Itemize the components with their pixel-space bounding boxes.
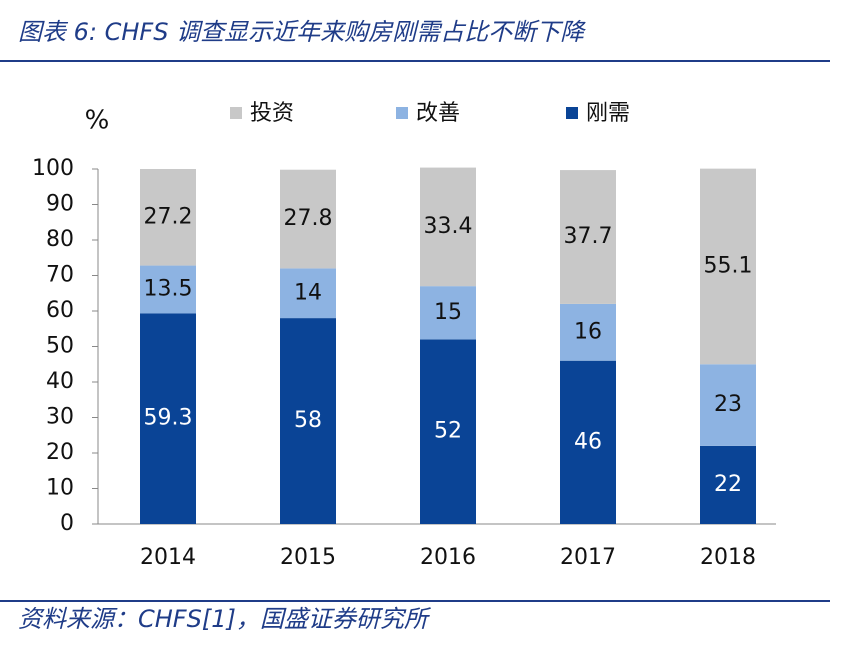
x-tick-label: 2015 — [280, 545, 336, 570]
value-label: 27.2 — [144, 204, 193, 229]
bar-segment — [420, 339, 476, 524]
y-tick-label: 10 — [46, 476, 74, 501]
legend-swatch — [230, 107, 242, 119]
value-label: 52 — [434, 419, 462, 444]
bar-segment — [280, 169, 336, 269]
y-tick-label: 70 — [46, 263, 74, 288]
value-label: 58 — [294, 408, 322, 433]
y-tick-label: 20 — [46, 440, 74, 465]
bar-segment — [140, 265, 196, 314]
bar-segment — [700, 445, 756, 524]
bar-segment — [560, 170, 616, 304]
bar-segment — [280, 268, 336, 319]
x-tick-label: 2016 — [420, 545, 476, 570]
value-label: 23 — [714, 392, 742, 417]
value-label: 46 — [574, 429, 602, 454]
value-label: 33.4 — [424, 214, 473, 239]
x-tick-label: 2018 — [700, 545, 756, 570]
x-tick-label: 2017 — [560, 545, 616, 570]
legend-swatch — [566, 107, 578, 119]
y-axis-label: % — [85, 106, 110, 136]
y-tick-label: 50 — [46, 334, 74, 359]
y-tick-label: 80 — [46, 227, 74, 252]
y-tick-label: 0 — [60, 511, 74, 536]
bar-segment — [560, 360, 616, 524]
bar-segment — [560, 303, 616, 361]
value-label: 59.3 — [144, 406, 193, 431]
bar-segment — [140, 313, 196, 524]
value-label: 22 — [714, 472, 742, 497]
y-tick-label: 40 — [46, 369, 74, 394]
source-note: 资料来源：CHFS[1]，国盛证券研究所 — [18, 605, 432, 633]
x-tick-label: 2014 — [140, 545, 196, 570]
bar-segment — [420, 286, 476, 340]
legend-label: 刚需 — [586, 101, 630, 126]
value-label: 14 — [294, 280, 322, 305]
page-title: 图表 6: CHFS 调查显示近年来购房刚需占比不断下降 — [18, 18, 586, 46]
bar-segment — [700, 364, 756, 446]
value-label: 15 — [434, 300, 462, 325]
y-tick-label: 30 — [46, 405, 74, 430]
y-tick-label: 100 — [32, 156, 74, 181]
bar-segment — [280, 318, 336, 524]
legend-swatch — [396, 107, 408, 119]
value-label: 16 — [574, 319, 602, 344]
legend-label: 投资 — [250, 101, 294, 126]
value-label: 37.7 — [564, 224, 613, 249]
y-tick-label: 90 — [46, 192, 74, 217]
legend-label: 改善 — [416, 101, 460, 126]
value-label: 55.1 — [704, 253, 753, 278]
y-tick-label: 60 — [46, 298, 74, 323]
bar-segment — [420, 167, 476, 287]
value-label: 13.5 — [144, 277, 193, 302]
bar-segment — [140, 169, 196, 266]
bar-segment — [700, 168, 756, 365]
value-label: 27.8 — [284, 206, 333, 231]
